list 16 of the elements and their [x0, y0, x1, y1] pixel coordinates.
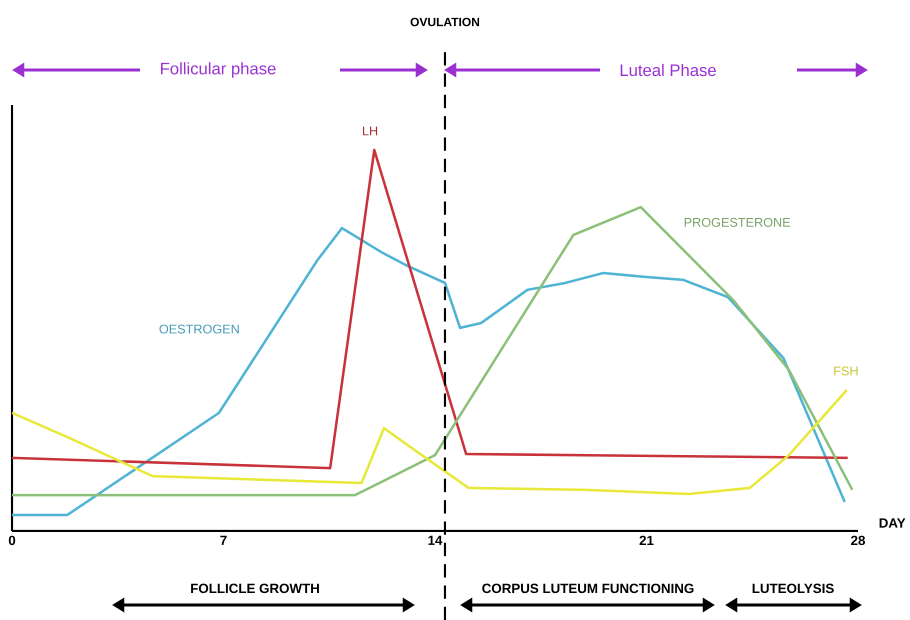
x-tick-label: 14: [428, 536, 442, 545]
x-axis-title: DAY: [880, 518, 906, 528]
x-tick-label: 28: [851, 536, 866, 546]
series-label: LH: [362, 126, 378, 136]
text: FOLLICLE GROWTH: [191, 584, 319, 594]
text: LUTEOLYSIS: [752, 584, 834, 594]
x-tick-label: 0: [8, 536, 16, 546]
text: CORPUS LUTEUM FUNCTIONING: [482, 584, 694, 594]
text: Follicular phase: [161, 62, 276, 78]
series-label: FSH: [834, 366, 858, 376]
x-tick-label: 7: [220, 536, 227, 545]
text: Luteal Phase: [620, 64, 716, 76]
x-tick-label: 21: [640, 536, 654, 546]
series-label: PROGESTERONE: [684, 218, 790, 227]
text: OESTROGEN: [159, 324, 239, 334]
ref-line-label: OVULATION: [410, 18, 480, 26]
